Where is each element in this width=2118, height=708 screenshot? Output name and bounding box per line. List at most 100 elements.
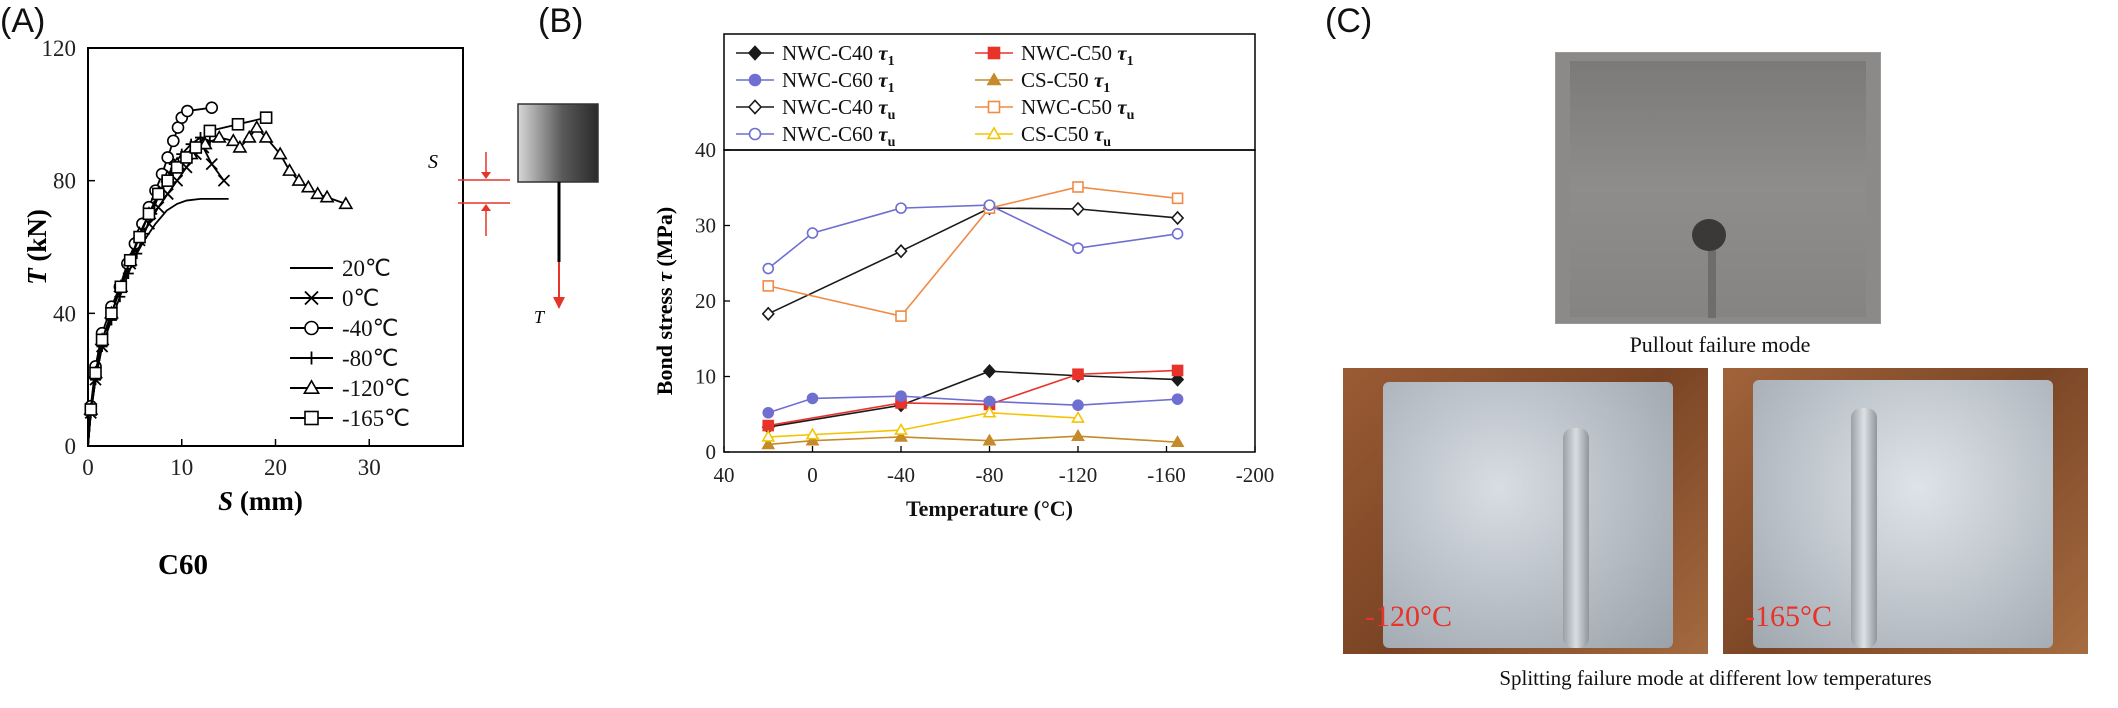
series-b-4 <box>761 200 1185 322</box>
legend-marker-a <box>302 379 321 395</box>
legend-marker-b <box>986 72 1002 86</box>
point-b <box>762 280 775 292</box>
split-left-rebar <box>1563 428 1589 648</box>
series-line-b <box>768 395 1178 414</box>
point-a <box>167 134 180 148</box>
point-a <box>105 307 118 320</box>
y-tick-label-b: 20 <box>695 289 716 313</box>
split-right-block <box>1753 380 2053 648</box>
x-tick-label-b: -120 <box>1059 463 1098 487</box>
series-b-2 <box>762 390 1184 419</box>
point-a <box>133 230 146 244</box>
pullout-groove <box>1708 228 1716 318</box>
specimen-inset: S T <box>428 103 599 327</box>
point-b <box>895 390 907 402</box>
point-a <box>142 207 156 221</box>
x-tick-label-b: 0 <box>807 463 818 487</box>
point-a <box>84 403 98 416</box>
point-b <box>1171 228 1184 240</box>
point-b <box>1071 201 1085 217</box>
legend-label-a: -40℃ <box>342 316 399 341</box>
y-tick-label-b: 40 <box>695 138 716 162</box>
point-b <box>1170 372 1185 387</box>
point-b <box>982 405 997 418</box>
legend-marker-b <box>748 127 762 141</box>
point-a <box>225 133 241 147</box>
point-a <box>205 157 218 171</box>
y-tick-label-b: 0 <box>706 440 717 464</box>
point-b <box>1171 393 1184 405</box>
series-b-5 <box>762 181 1184 322</box>
series-a-3 <box>85 132 216 447</box>
legend-label-a: -120℃ <box>342 376 410 401</box>
series-line-b <box>767 204 1178 270</box>
pullout-hole <box>1692 219 1726 251</box>
point-b <box>982 433 997 446</box>
point-b <box>1072 242 1084 254</box>
point-b <box>1170 435 1185 447</box>
point-b <box>762 406 775 419</box>
point-b <box>895 202 907 214</box>
point-a <box>114 280 128 294</box>
panel-label-c: (C) <box>1325 2 1373 40</box>
point-b <box>894 429 908 442</box>
point-b <box>895 310 907 322</box>
point-a <box>181 104 194 118</box>
splitting-photo-right: -165°C <box>1723 368 2088 654</box>
legend-marker-a <box>304 410 319 426</box>
y-axis-label-b: Bond stress τ (MPa) <box>652 207 677 395</box>
point-b <box>1072 399 1084 411</box>
legend-marker-b <box>748 73 762 87</box>
legend-label-b: CS-C50 τ1 <box>1021 68 1110 96</box>
temp-label-left: -120°C <box>1365 600 1452 633</box>
inset-t-label: T <box>534 307 546 327</box>
point-a <box>310 186 326 200</box>
x-tick-label-b: -200 <box>1236 463 1275 487</box>
legend-label-b: NWC-C40 τ1 <box>782 41 895 69</box>
point-b <box>762 419 775 432</box>
point-a <box>189 141 203 154</box>
series-b-7 <box>761 405 1085 442</box>
point-a <box>217 174 231 187</box>
point-b <box>1071 429 1085 441</box>
pullout-block <box>1570 61 1866 317</box>
series-line-b <box>768 435 1178 446</box>
temp-label-right: -165°C <box>1745 600 1832 633</box>
series-line-b <box>768 370 1178 428</box>
series-line-b <box>767 207 1178 315</box>
point-a <box>258 129 274 143</box>
annotation-c60: C60 <box>158 549 208 581</box>
series-line-a <box>87 136 211 447</box>
inset-arrow-head <box>553 297 565 309</box>
point-b <box>806 392 819 405</box>
point-a <box>232 139 248 153</box>
legend-label-b: NWC-C60 τu <box>782 122 896 150</box>
legend-label-a: -80℃ <box>342 346 399 371</box>
legend-marker-a <box>305 351 318 365</box>
point-b <box>805 427 820 440</box>
point-a <box>259 111 273 124</box>
series-b-0 <box>761 364 1185 435</box>
chart-a: 0 10 20 30 0 40 80 120 S (mm) T (kN) C60 S T 20℃ 0… <box>22 36 599 581</box>
x-tick-label-b: -160 <box>1147 463 1186 487</box>
point-b <box>761 437 776 450</box>
legend-label-b: CS-C50 τu <box>1021 122 1111 150</box>
point-a <box>249 119 265 133</box>
legend-marker-b <box>747 45 763 61</box>
point-a <box>231 117 245 131</box>
point-a <box>282 163 298 176</box>
point-b <box>762 262 775 275</box>
legend-label-b: NWC-C60 τ1 <box>782 68 895 96</box>
point-a <box>338 196 354 210</box>
point-a <box>211 129 227 143</box>
y-tick-label-a: 0 <box>65 434 77 459</box>
legend-label-a: 20℃ <box>342 256 391 281</box>
x-axis-label-b: Temperature (°C) <box>906 496 1073 521</box>
legend-label-b: NWC-C40 τu <box>782 95 896 123</box>
point-b <box>1171 192 1184 205</box>
panel-label-b: (B) <box>538 2 584 40</box>
point-a <box>319 189 335 203</box>
legend-marker-b <box>987 100 1001 114</box>
point-a <box>180 151 193 164</box>
x-tick-label-a: 20 <box>264 455 287 480</box>
